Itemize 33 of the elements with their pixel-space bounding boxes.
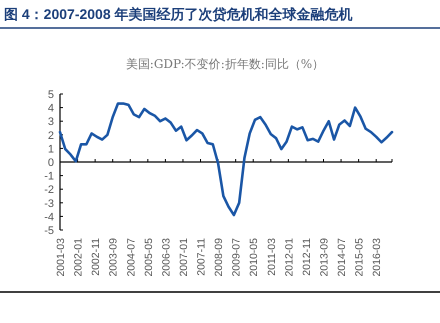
x-tick-label: 2012-01: [283, 238, 296, 277]
y-tick-label: -2: [44, 184, 54, 196]
x-tick-label: 2016-03: [371, 238, 384, 277]
y-tick-label: -1: [44, 170, 54, 183]
x-tick-label: 2005-05: [142, 238, 155, 277]
x-tick-label: 2007-01: [178, 238, 190, 277]
x-tick-label: 2015-05: [354, 238, 366, 277]
x-tick-label: 2002-01: [72, 238, 85, 277]
y-tick-label: 3: [48, 116, 54, 128]
chart-title: 图 4：2007-2008 年美国经历了次贷危机和全球金融危机: [4, 6, 353, 22]
x-tick-label: 2010-05: [248, 238, 260, 277]
y-tick-label: -5: [44, 225, 54, 237]
chart-subtitle: 美国:GDP:不变价:折年数:同比（%）: [126, 57, 324, 71]
x-tick-label: 2009-07: [230, 238, 243, 277]
x-tick-label: 2002-11: [90, 238, 102, 276]
x-tick-label: 2008-09: [213, 238, 226, 277]
x-tick-label: 2007-11: [196, 238, 208, 276]
x-tick-label: 2013-09: [318, 238, 330, 277]
y-tick-label: -4: [44, 211, 54, 224]
y-tick-label: -3: [44, 198, 54, 210]
y-tick-label: 0: [48, 157, 54, 169]
x-tick-label: 2003-09: [108, 238, 120, 277]
x-tick-label: 2004-07: [125, 238, 138, 277]
x-tick-label: 2006-03: [160, 238, 172, 277]
y-tick-label: 5: [48, 89, 54, 101]
x-tick-label: 2011-03: [266, 238, 278, 276]
x-tick-label: 2001-03: [55, 238, 67, 277]
line-series: [58, 102, 394, 216]
x-tick-label: 2014-07: [336, 238, 348, 277]
y-tick-label: 2: [48, 130, 54, 142]
y-tick-label: 4: [48, 102, 54, 115]
y-tick-label: 1: [48, 143, 54, 156]
x-tick-label: 2012-11: [300, 238, 313, 276]
